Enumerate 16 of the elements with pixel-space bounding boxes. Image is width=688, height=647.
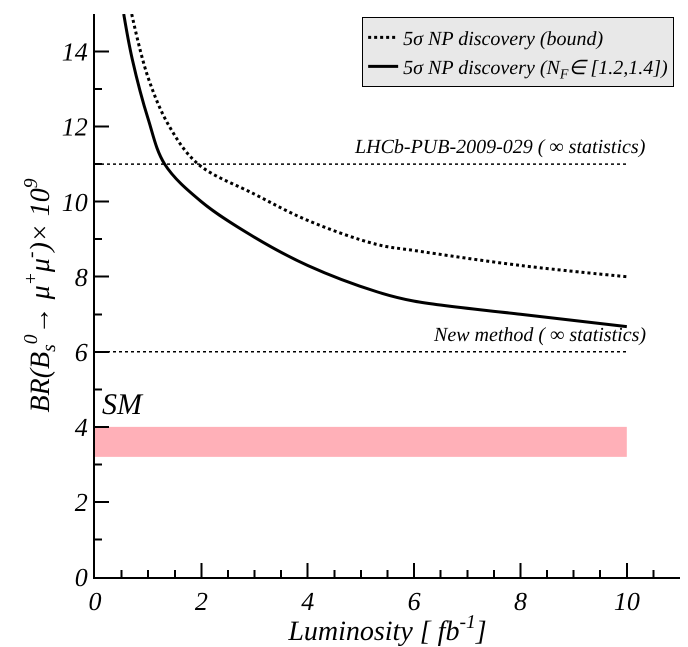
legend-label: 5σ NP discovery (N$_{F}$∈ [1.2,1.4]) [403,57,668,82]
y-tick-label: 6 [74,338,88,367]
band-label: SM [102,388,144,421]
ref-line-label: LHCb-PUB-2009-029 ( ∞ statistics) [354,136,646,158]
legend-label: 5σ NP discovery (bound) [403,28,604,50]
y-tick-label: 8 [74,262,88,292]
x-tick-label: 2 [194,587,208,616]
y-tick-label: 2 [74,488,88,518]
x-tick-label: 10 [614,587,640,616]
y-tick-label: 4 [74,412,88,442]
x-tick-label: 8 [514,587,527,616]
ref-line-label: New method ( ∞ statistics) [433,324,646,346]
y-tick-label: 12 [62,112,88,142]
y-tick-label: 0 [74,563,88,592]
y-tick-label: 14 [62,38,88,67]
y-tick-label: 10 [62,188,88,217]
